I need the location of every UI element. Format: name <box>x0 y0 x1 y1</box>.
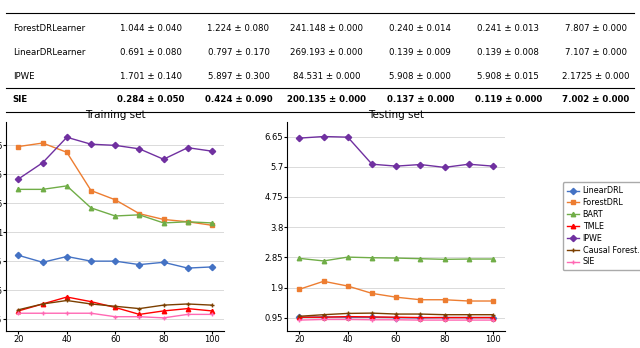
Text: 7.807 ± 0.000: 7.807 ± 0.000 <box>565 24 627 33</box>
Text: 0.797 ± 0.170: 0.797 ± 0.170 <box>207 48 269 57</box>
Text: 5.908 ± 0.000: 5.908 ± 0.000 <box>389 72 451 81</box>
Text: 1.224 ± 0.080: 1.224 ± 0.080 <box>207 24 269 33</box>
Text: 200.135 ± 0.000: 200.135 ± 0.000 <box>287 95 366 104</box>
Text: SIE: SIE <box>13 95 28 104</box>
Text: 241.148 ± 0.000: 241.148 ± 0.000 <box>290 24 363 33</box>
Title: Testing set: Testing set <box>368 110 424 120</box>
Text: 0.424 ± 0.090: 0.424 ± 0.090 <box>205 95 272 104</box>
Text: 0.139 ± 0.009: 0.139 ± 0.009 <box>390 48 451 57</box>
Text: 1.044 ± 0.040: 1.044 ± 0.040 <box>120 24 182 33</box>
Text: 5.908 ± 0.015: 5.908 ± 0.015 <box>477 72 539 81</box>
Text: 84.531 ± 0.000: 84.531 ± 0.000 <box>292 72 360 81</box>
Text: 0.241 ± 0.013: 0.241 ± 0.013 <box>477 24 539 33</box>
Text: 0.137 ± 0.000: 0.137 ± 0.000 <box>387 95 454 104</box>
Text: 5.897 ± 0.300: 5.897 ± 0.300 <box>207 72 269 81</box>
Text: 269.193 ± 0.000: 269.193 ± 0.000 <box>290 48 363 57</box>
Text: 7.002 ± 0.000: 7.002 ± 0.000 <box>563 95 630 104</box>
Text: 7.107 ± 0.000: 7.107 ± 0.000 <box>565 48 627 57</box>
Text: 0.240 ± 0.014: 0.240 ± 0.014 <box>389 24 451 33</box>
Text: IPWE: IPWE <box>13 72 35 81</box>
Text: 2.1725 ± 0.000: 2.1725 ± 0.000 <box>562 72 630 81</box>
Text: 0.139 ± 0.008: 0.139 ± 0.008 <box>477 48 539 57</box>
Title: Training set: Training set <box>85 110 145 120</box>
Text: 0.284 ± 0.050: 0.284 ± 0.050 <box>117 95 184 104</box>
Text: LinearDRLearner: LinearDRLearner <box>13 48 85 57</box>
Text: 1.701 ± 0.140: 1.701 ± 0.140 <box>120 72 182 81</box>
Text: 0.119 ± 0.000: 0.119 ± 0.000 <box>474 95 542 104</box>
Text: 0.691 ± 0.080: 0.691 ± 0.080 <box>120 48 182 57</box>
Text: ForestDRLearner: ForestDRLearner <box>13 24 84 33</box>
Legend: LinearDRL, ForestDRL, BART, TMLE, IPWE, Causal Forest., SIE: LinearDRL, ForestDRL, BART, TMLE, IPWE, … <box>563 182 640 270</box>
